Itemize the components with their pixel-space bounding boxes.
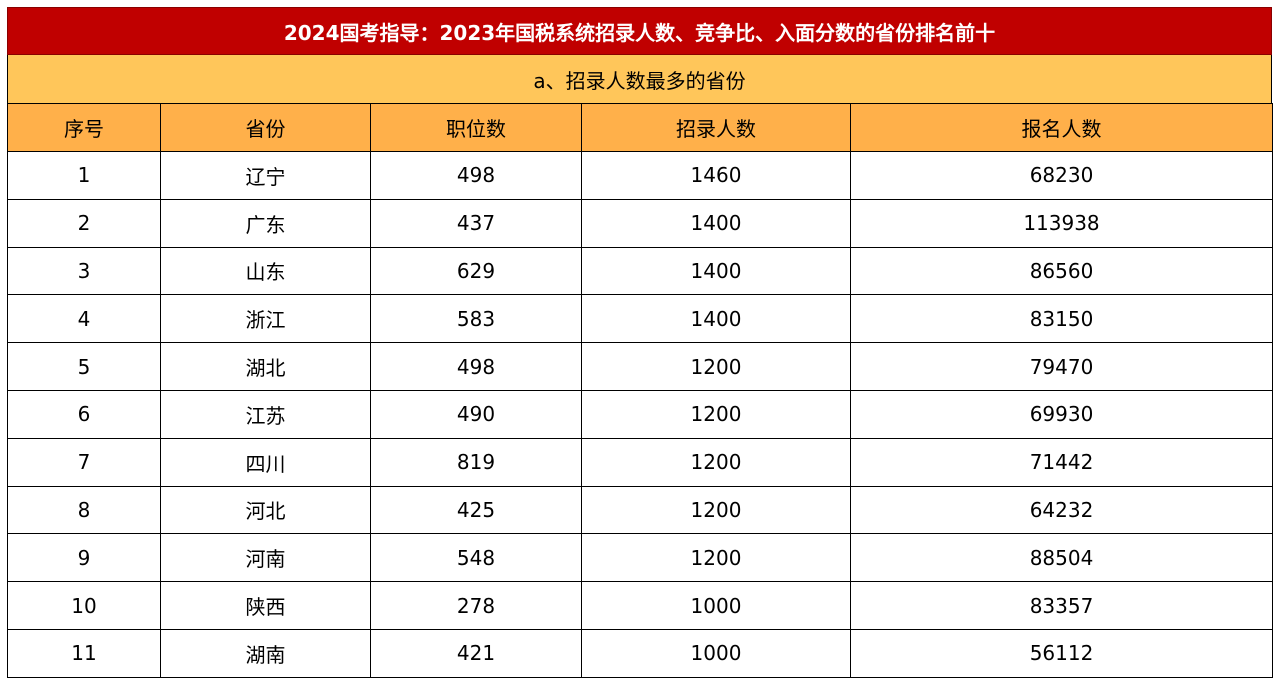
column-header-recruits: 招录人数 (581, 103, 851, 152)
cell-recruits: 1000 (581, 581, 851, 630)
cell-no: 1 (7, 151, 161, 200)
cell-province: 湖北 (160, 342, 371, 391)
cell-no: 2 (7, 198, 161, 248)
table-row: 1 辽宁 498 1460 68230 (7, 151, 1273, 200)
cell-province: 陕西 (160, 581, 371, 630)
column-header-no: 序号 (7, 103, 161, 152)
cell-recruits: 1200 (581, 485, 851, 535)
cell-applicants: 86560 (850, 246, 1273, 296)
cell-province: 辽宁 (160, 151, 371, 200)
cell-province: 河南 (160, 533, 371, 583)
column-header-positions: 职位数 (370, 103, 582, 152)
cell-province: 河北 (160, 485, 371, 535)
cell-positions: 421 (370, 628, 582, 678)
cell-province: 浙江 (160, 294, 371, 344)
cell-no: 11 (7, 628, 161, 678)
cell-recruits: 1200 (581, 533, 851, 583)
cell-positions: 278 (370, 581, 582, 630)
cell-recruits: 1460 (581, 151, 851, 200)
cell-no: 3 (7, 246, 161, 296)
table-row: 2 广东 437 1400 113938 (7, 198, 1273, 248)
cell-province: 广东 (160, 198, 371, 248)
table-row: 6 江苏 490 1200 69930 (7, 389, 1273, 439)
cell-positions: 819 (370, 437, 582, 487)
cell-applicants: 64232 (850, 485, 1273, 535)
cell-no: 9 (7, 533, 161, 583)
table-header-row: 序号 省份 职位数 招录人数 报名人数 (7, 103, 1273, 152)
cell-recruits: 1400 (581, 294, 851, 344)
cell-no: 5 (7, 342, 161, 391)
cell-positions: 490 (370, 389, 582, 439)
table-row: 11 湖南 421 1000 56112 (7, 628, 1273, 678)
cell-recruits: 1400 (581, 198, 851, 248)
cell-province: 江苏 (160, 389, 371, 439)
cell-applicants: 68230 (850, 151, 1273, 200)
cell-no: 6 (7, 389, 161, 439)
column-header-applicants: 报名人数 (850, 103, 1273, 152)
cell-positions: 629 (370, 246, 582, 296)
cell-province: 湖南 (160, 628, 371, 678)
cell-applicants: 69930 (850, 389, 1273, 439)
sheet-title: 2024国考指导：2023年国税系统招录人数、竞争比、入面分数的省份排名前十 (7, 7, 1272, 55)
column-header-province: 省份 (160, 103, 371, 152)
cell-recruits: 1200 (581, 342, 851, 391)
cell-applicants: 83357 (850, 581, 1273, 630)
cell-applicants: 83150 (850, 294, 1273, 344)
table-row: 7 四川 819 1200 71442 (7, 437, 1273, 487)
cell-no: 4 (7, 294, 161, 344)
table-row: 10 陕西 278 1000 83357 (7, 581, 1273, 630)
sheet-subtitle: a、招录人数最多的省份 (7, 55, 1272, 103)
cell-applicants: 113938 (850, 198, 1273, 248)
cell-applicants: 88504 (850, 533, 1273, 583)
table-row: 5 湖北 498 1200 79470 (7, 342, 1273, 391)
cell-positions: 548 (370, 533, 582, 583)
cell-no: 10 (7, 581, 161, 630)
cell-applicants: 79470 (850, 342, 1273, 391)
table-row: 4 浙江 583 1400 83150 (7, 294, 1273, 344)
cell-positions: 583 (370, 294, 582, 344)
cell-positions: 425 (370, 485, 582, 535)
cell-no: 8 (7, 485, 161, 535)
cell-no: 7 (7, 437, 161, 487)
table-row: 9 河南 548 1200 88504 (7, 533, 1273, 583)
cell-recruits: 1400 (581, 246, 851, 296)
cell-applicants: 71442 (850, 437, 1273, 487)
ranking-table: 序号 省份 职位数 招录人数 报名人数 1 辽宁 498 1460 68230 … (7, 103, 1273, 678)
cell-positions: 498 (370, 342, 582, 391)
ranking-sheet: 2024国考指导：2023年国税系统招录人数、竞争比、入面分数的省份排名前十 a… (7, 7, 1273, 678)
cell-positions: 437 (370, 198, 582, 248)
table-row: 3 山东 629 1400 86560 (7, 246, 1273, 296)
cell-recruits: 1200 (581, 437, 851, 487)
cell-recruits: 1000 (581, 628, 851, 678)
cell-positions: 498 (370, 151, 582, 200)
cell-recruits: 1200 (581, 389, 851, 439)
cell-applicants: 56112 (850, 628, 1273, 678)
cell-province: 山东 (160, 246, 371, 296)
table-row: 8 河北 425 1200 64232 (7, 485, 1273, 535)
cell-province: 四川 (160, 437, 371, 487)
